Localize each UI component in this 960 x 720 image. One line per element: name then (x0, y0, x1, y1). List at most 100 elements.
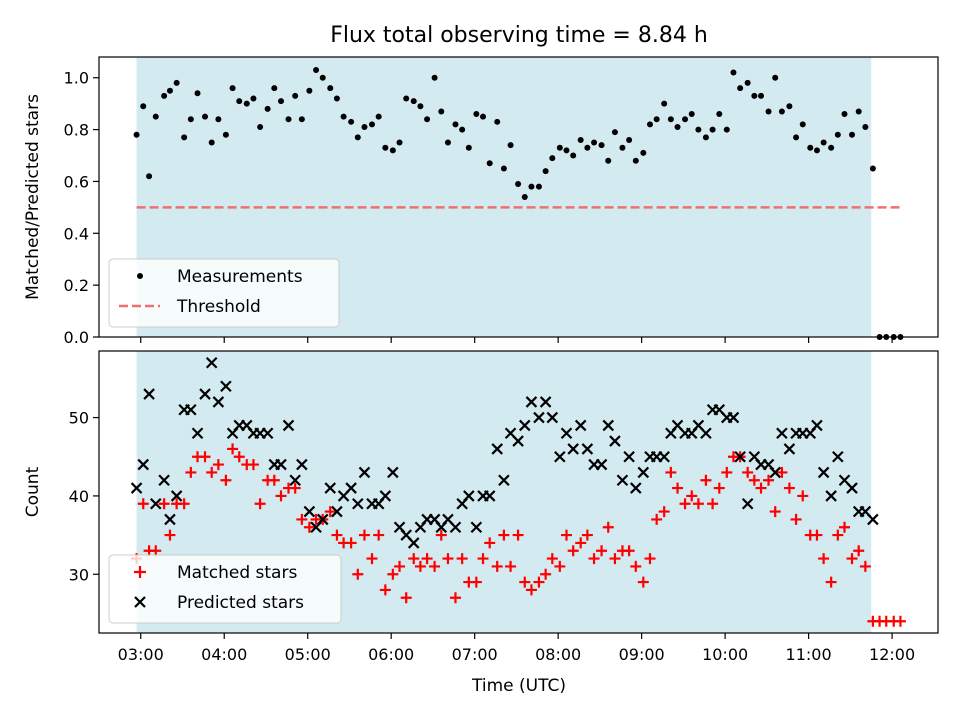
predicted-star-point (316, 513, 329, 526)
ratio-y-axis-label: Matched/Predicted stars (23, 94, 43, 300)
measurement-point (521, 194, 528, 200)
matched-star-point (512, 529, 524, 541)
matched-star-point (505, 560, 517, 572)
matched-star-point (811, 529, 823, 541)
predicted-star-point (303, 505, 316, 518)
predicted-star-point (783, 443, 796, 455)
matched-star-point (525, 584, 537, 596)
x-tick-label: 04:00 (201, 645, 247, 664)
predicted-star-point (616, 474, 629, 487)
matched-star-point (825, 576, 837, 588)
predicted-star-point (491, 443, 503, 455)
y-tick-label: 30 (69, 565, 89, 584)
matched-star-point (400, 592, 412, 604)
measurement-point (133, 131, 140, 138)
predicted-star-point (289, 474, 301, 487)
predicted-star-point (546, 411, 559, 424)
measurement-point (480, 113, 487, 120)
measurement-point (862, 124, 869, 130)
measurement-point (181, 134, 188, 141)
measurement-point (465, 144, 472, 151)
predicted-star-point (700, 427, 712, 440)
matched-star-point (581, 529, 593, 541)
matched-star-point (894, 615, 906, 627)
count-y-axis-label: Count (23, 466, 43, 517)
measurement-point (222, 131, 229, 138)
measurement-point (313, 66, 320, 73)
measurement-point (285, 116, 292, 123)
measurement-point (786, 103, 793, 110)
predicted-star-point (158, 474, 170, 487)
measurement-point (577, 136, 584, 143)
measurement-point (208, 139, 215, 146)
measurement-point (807, 144, 814, 151)
matched-star-point (644, 553, 656, 565)
predicted-star-point (331, 505, 343, 518)
measurement-point (368, 121, 375, 128)
measurement-point (257, 124, 264, 130)
predicted-star-point (867, 513, 879, 526)
measurement-point (737, 85, 744, 92)
predicted-star-point (512, 435, 524, 447)
measurement-point (375, 113, 382, 120)
x-tick-label: 10:00 (702, 645, 748, 664)
count-panel: 30 40 50 03:00 04:00 05:00 06:00 07:00 08:00 09:0… (23, 350, 939, 664)
predicted-star-point (560, 427, 573, 440)
matched-star-point (853, 545, 865, 557)
matched-star-point (387, 568, 399, 580)
predicted-star-point (352, 497, 364, 510)
measurement-point (215, 116, 222, 123)
predicted-star-point (324, 482, 337, 494)
matched-star-point (567, 545, 579, 557)
legend-measurements-label: Measurements (177, 267, 303, 287)
predicted-star-point (130, 482, 143, 494)
matched-star-point (456, 553, 468, 565)
y-tick-label: 0.4 (64, 224, 89, 243)
measurement-point (161, 92, 168, 99)
matched-star-point (686, 490, 698, 502)
matched-star-point (331, 529, 343, 541)
predicted-star-point (825, 490, 837, 502)
predicted-star-point (533, 411, 545, 424)
matched-star-point (818, 553, 830, 565)
matched-star-point (588, 553, 600, 565)
measurement-point (688, 111, 695, 118)
measurement-point (535, 183, 542, 190)
matched-star-point (227, 443, 239, 455)
predicted-star-point (595, 458, 608, 471)
legend-predicted-marker (134, 596, 146, 608)
predicted-star-point (220, 380, 232, 393)
measurement-point (758, 92, 765, 99)
measurement-point (619, 144, 626, 151)
measurement-point (709, 126, 716, 133)
measurement-point (452, 121, 459, 128)
matched-star-point (345, 537, 357, 549)
matched-star-point (484, 537, 496, 549)
measurement-point (500, 165, 507, 172)
matched-star-point (379, 584, 391, 596)
matched-star-point (352, 568, 364, 580)
predicted-star-point (832, 450, 844, 463)
matched-star-point (763, 474, 775, 486)
predicted-star-point (296, 458, 308, 471)
matched-star-point (199, 451, 211, 463)
measurement-point (444, 139, 451, 146)
matched-star-point (651, 513, 663, 525)
legend-matched-label: Matched stars (177, 563, 297, 583)
legend-matched-marker (134, 566, 146, 578)
measurement-point (813, 147, 820, 154)
measurement-point (515, 181, 522, 188)
measurement-point (333, 95, 340, 102)
count-data-marks (130, 356, 906, 627)
chart-title: Flux total observing time = 8.84 h (330, 23, 708, 48)
predicted-star-point (554, 450, 566, 463)
matched-star-point (769, 506, 781, 518)
matched-star-point (164, 529, 176, 541)
ratio-legend-box (108, 258, 340, 328)
measurement-point (431, 74, 438, 81)
measurement-point (292, 92, 299, 99)
matched-star-point (373, 529, 385, 541)
measurement-point (507, 142, 514, 149)
predicted-star-point (741, 497, 754, 510)
measurement-point (730, 69, 737, 76)
